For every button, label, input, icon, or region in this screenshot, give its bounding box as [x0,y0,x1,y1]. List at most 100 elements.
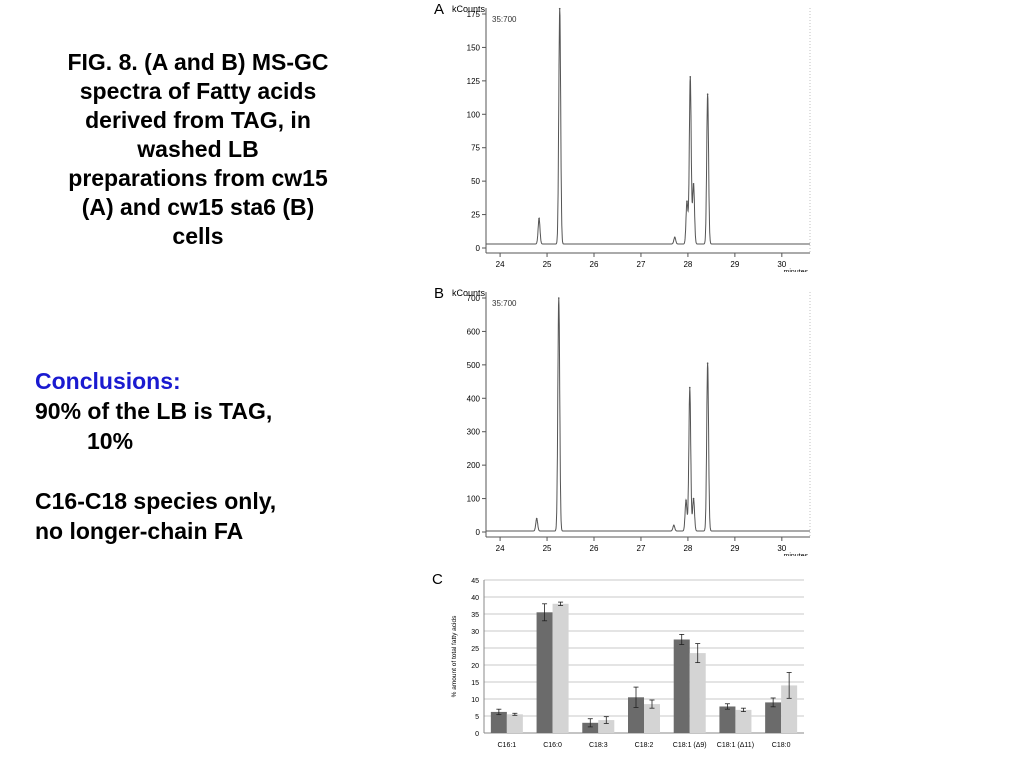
bar [673,639,690,733]
caption-line: washed LB [137,136,259,162]
y-tick-label: 200 [467,461,481,470]
bar [490,711,507,733]
x-tick-label: C18:2 [635,742,654,749]
x-tick-label: 27 [637,260,646,269]
peak-point [557,297,560,299]
bar [552,603,569,733]
y-tick-label: 500 [467,361,481,370]
caption-line: derived from TAG, in [85,107,311,133]
x-unit-label: minutes [783,269,808,272]
x-tick-label: 30 [777,260,786,269]
peak-point [692,497,695,500]
conclusions-block: Conclusions: 90% of the LB is TAG, 10% C… [35,366,365,546]
y-tick-label: 0 [476,244,481,253]
bar [735,709,752,733]
x-tick-label: 29 [730,544,739,553]
peak-point [686,200,688,202]
x-tick-label: C18:1 (Δ11) [717,742,754,749]
y-tick-label: 25 [471,211,480,220]
bar [689,653,706,733]
bar [506,714,523,733]
y-tick-label: 100 [467,495,481,504]
spacer [35,456,365,486]
caption-line: cells [172,223,224,249]
caption-line: spectra of Fatty acids [79,78,317,104]
y-tick-label: 600 [467,327,481,336]
bar [582,722,599,733]
y-tick-label: 30 [471,629,479,636]
y-tick-label: 150 [467,43,481,52]
y-tick-label: 15 [471,680,479,687]
x-tick-label: 29 [730,260,739,269]
caption-line: FIG. 8. (A and B) MS-GC [67,49,329,75]
peak-point [685,499,687,502]
panel-label: A [434,1,444,18]
bar [644,704,660,733]
y-tick-label: 45 [471,578,479,585]
conclusion-line: 90% of the LB is TAG, [35,398,273,424]
conclusions-title: Conclusions: [35,368,181,394]
panel-label: B [434,285,444,302]
conclusion-line: C16-C18 species only, [35,488,277,514]
y-tick-label: 10 [471,697,479,704]
x-tick-label: 27 [637,544,646,553]
x-tick-label: 24 [496,544,505,553]
annotation-label: 35:700 [492,15,517,24]
peak-point [673,236,676,239]
y-tick-label: 0 [475,731,479,738]
y-tick-label: 100 [467,110,481,119]
x-tick-label: 30 [777,544,786,553]
y-tick-label: 700 [467,294,481,303]
bar [628,697,644,733]
peak-point [538,217,540,220]
caption-line: (A) and cw15 sta6 (B) [81,194,315,220]
peak-point [558,7,561,10]
bar [536,612,553,733]
bar [719,706,736,733]
x-tick-label: C18:3 [589,742,608,749]
panel-label: C [432,571,443,588]
y-tick-label: 50 [471,177,480,186]
y-unit-label: kCounts [452,288,486,298]
y-tick-label: 0 [476,528,481,537]
annotation-label: 35:700 [492,299,517,308]
y-tick-label: 125 [467,77,481,86]
chromatogram-trace [486,8,810,245]
conclusion-line: 10% [87,428,134,454]
peak-point [689,76,692,78]
x-tick-label: 26 [590,544,599,553]
figure-caption: FIG. 8. (A and B) MS-GC spectra of Fatty… [30,48,366,251]
conclusion-line: no longer-chain FA [35,518,244,544]
peak-point [706,93,709,96]
y-tick-label: 300 [467,428,481,437]
bar [781,685,798,733]
x-tick-label: 26 [590,260,599,269]
peak-point [535,517,538,520]
x-tick-label: C18:1 (Δ9) [673,742,707,749]
x-tick-label: 25 [543,260,552,269]
y-tick-label: 35 [471,612,479,619]
bar [598,720,615,733]
y-axis-label: % amount of total fatty acids [451,615,458,697]
caption-line: preparations from cw15 [68,165,328,191]
y-tick-label: 40 [471,595,479,602]
y-tick-label: 75 [471,144,480,153]
bar [765,702,782,733]
bar-chart-c: C 0 5 10 15 20 25 30 35 40 45 % amount of total fat… [432,571,804,749]
x-tick-label: 24 [496,260,505,269]
y-tick-label: 5 [475,714,479,721]
x-tick-label: C18:0 [772,742,791,749]
x-unit-label: minutes [783,553,808,556]
chromatogram-trace [486,297,810,532]
y-tick-label: 25 [471,646,479,653]
x-tick-label: C16:1 [498,742,517,749]
y-tick-label: 20 [471,663,479,670]
x-tick-label: 25 [543,544,552,553]
x-tick-label: 28 [683,260,692,269]
peak-point [692,183,695,185]
x-tick-label: C16:0 [543,742,562,749]
x-tick-label: 28 [683,544,692,553]
peak-point [706,362,709,364]
